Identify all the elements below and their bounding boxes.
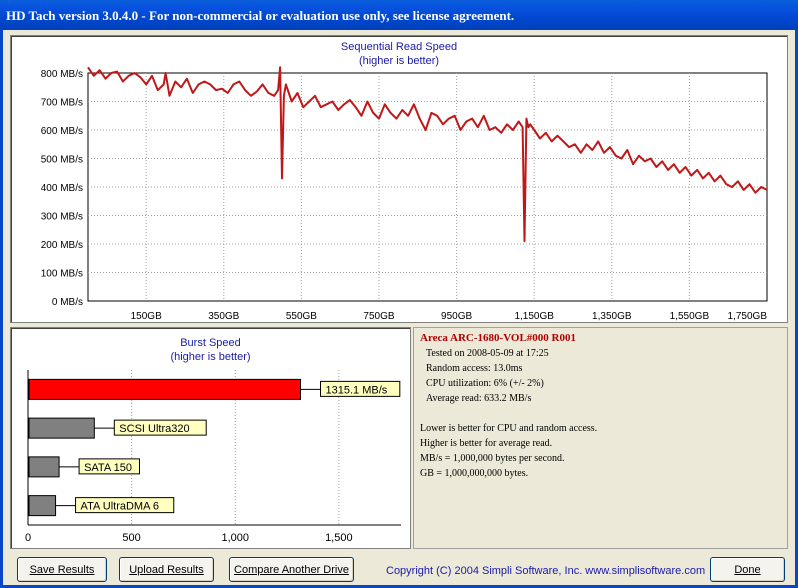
x-tick-label: 950GB	[441, 311, 472, 322]
sequential-read-panel: Sequential Read Speed (higher is better)…	[10, 35, 788, 323]
y-tick-label: 100 MB/s	[41, 269, 83, 280]
window-title: HD Tach version 3.0.4.0 - For non-commer…	[6, 8, 515, 23]
sequential-chart-title: Sequential Read Speed	[340, 41, 458, 53]
y-tick-label: 300 MB/s	[41, 212, 83, 223]
burst-tick-label: 500	[122, 532, 140, 544]
burst-bar-label: 1315.1 MB/s	[326, 384, 388, 396]
note-lower-better: Lower is better for CPU and random acces…	[420, 423, 598, 434]
burst-label-box	[75, 497, 175, 514]
done-button[interactable]: Done	[710, 557, 785, 582]
done-label: Done	[734, 563, 761, 576]
drive-name: Areca ARC-1680-VOL#000 R001	[420, 332, 577, 344]
read-speed-line	[87, 66, 768, 243]
burst-label-box	[113, 419, 207, 436]
sequential-read-chart: 0 MB/s 100 MB/s 200 MB/s 300 MB/s 400 MB/s 50…	[41, 66, 768, 322]
burst-bar-label: SCSI Ultra320	[119, 423, 189, 435]
y-tick-label: 500 MB/s	[41, 155, 83, 166]
burst-bar-this-drive	[28, 378, 302, 400]
x-tick-label: 1,350GB	[592, 311, 632, 322]
x-tick-label: 750GB	[363, 311, 394, 322]
burst-bar-label: ATA UltraDMA 6	[81, 501, 159, 513]
note-higher-better: Higher is better for average read.	[420, 438, 553, 449]
burst-bar-label: SATA 150	[84, 462, 132, 474]
tested-on: Tested on 2008-05-09 at 17:25	[426, 348, 549, 359]
y-tick-label: 600 MB/s	[41, 126, 83, 137]
random-access: Random access: 13.0ms	[426, 363, 523, 374]
sequential-chart-subtitle: (higher is better)	[358, 55, 440, 67]
x-tick-label: 350GB	[208, 311, 239, 322]
x-tick-label: 550GB	[286, 311, 317, 322]
burst-bar-reference	[28, 417, 95, 439]
y-tick-label: 800 MB/s	[41, 69, 83, 80]
cpu-utilization: CPU utilization: 6% (+/- 2%)	[426, 378, 544, 389]
x-tick-label: 1,750GB	[728, 311, 768, 322]
drive-info-panel: Areca ARC-1680-VOL#000 R001 Tested on 20…	[413, 327, 788, 549]
burst-tick-label: 1,500	[325, 532, 353, 544]
y-tick-label: 200 MB/s	[41, 240, 83, 251]
y-tick-label: 400 MB/s	[41, 183, 83, 194]
upload-results-label: Upload Results	[129, 563, 204, 576]
x-tick-label: 150GB	[131, 311, 162, 322]
burst-speed-chart: 0 500 1,000 1,500 1315.1 MB/s SCSI Ultra320 SA…	[25, 370, 401, 544]
copyright-link[interactable]: Copyright (C) 2004 Simpli Software, Inc.…	[386, 565, 706, 577]
burst-speed-panel: Burst Speed (higher is better) 0 500 1,000…	[10, 327, 411, 549]
note-mbs-definition: MB/s = 1,000,000 bytes per second.	[420, 453, 565, 464]
note-gb-definition: GB = 1,000,000,000 bytes.	[420, 468, 529, 479]
burst-tick-label: 1,000	[221, 532, 249, 544]
y-tick-label: 0 MB/s	[52, 297, 83, 308]
burst-label-box	[320, 380, 401, 397]
window-title-bar: HD Tach version 3.0.4.0 - For non-commer…	[0, 0, 798, 30]
burst-chart-subtitle: (higher is better)	[170, 351, 251, 363]
y-tick-label: 700 MB/s	[41, 98, 83, 109]
burst-tick-label: 0	[25, 532, 31, 544]
compare-another-drive-button[interactable]: Compare Another Drive	[229, 557, 354, 582]
x-tick-label: 1,150GB	[514, 311, 554, 322]
burst-label-box	[78, 458, 140, 475]
upload-results-button[interactable]: Upload Results	[119, 557, 214, 582]
burst-chart-title: Burst Speed	[180, 337, 241, 349]
save-results-label: Save Results	[29, 563, 95, 576]
burst-bar-reference	[28, 456, 60, 478]
burst-bar-reference	[28, 495, 57, 517]
save-results-button[interactable]: Save Results	[17, 557, 107, 582]
x-tick-label: 1,550GB	[670, 311, 710, 322]
compare-another-drive-label: Compare Another Drive	[234, 563, 349, 576]
average-read: Average read: 633.2 MB/s	[426, 393, 532, 404]
